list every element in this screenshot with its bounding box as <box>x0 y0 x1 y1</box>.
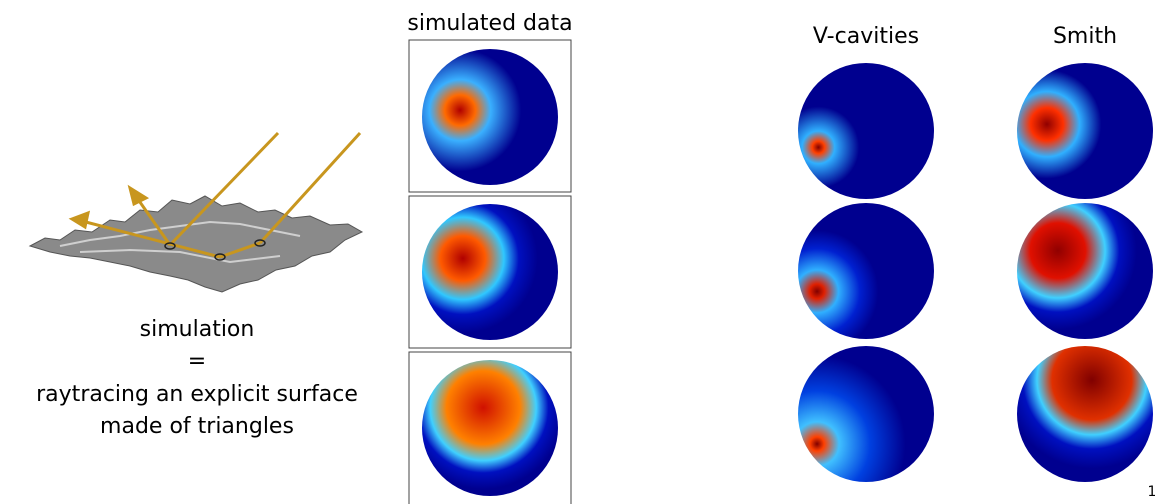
brdf-sphere <box>422 49 558 185</box>
brdf-sphere <box>1017 63 1153 199</box>
caption-line: made of triangles <box>100 414 294 439</box>
brdf-sphere <box>422 204 558 340</box>
column-title: Smith <box>1053 24 1117 49</box>
caption-line: raytracing an explicit surface <box>36 382 358 407</box>
brdf-sphere <box>422 360 558 496</box>
brdf-sphere <box>798 63 934 199</box>
brdf-sphere <box>1017 203 1153 339</box>
caption-line: = <box>188 349 206 374</box>
caption-line: simulation <box>140 317 255 342</box>
slide: simulation = raytracing an explicit surf… <box>0 0 1155 504</box>
brdf-sphere <box>798 203 934 339</box>
column-title: V-cavities <box>813 24 919 49</box>
brdf-sphere <box>1017 346 1153 482</box>
column-title: simulated data <box>407 11 572 36</box>
surface-illustration <box>30 133 362 292</box>
page-number: 1 <box>1148 484 1155 500</box>
brdf-sphere <box>798 346 934 482</box>
